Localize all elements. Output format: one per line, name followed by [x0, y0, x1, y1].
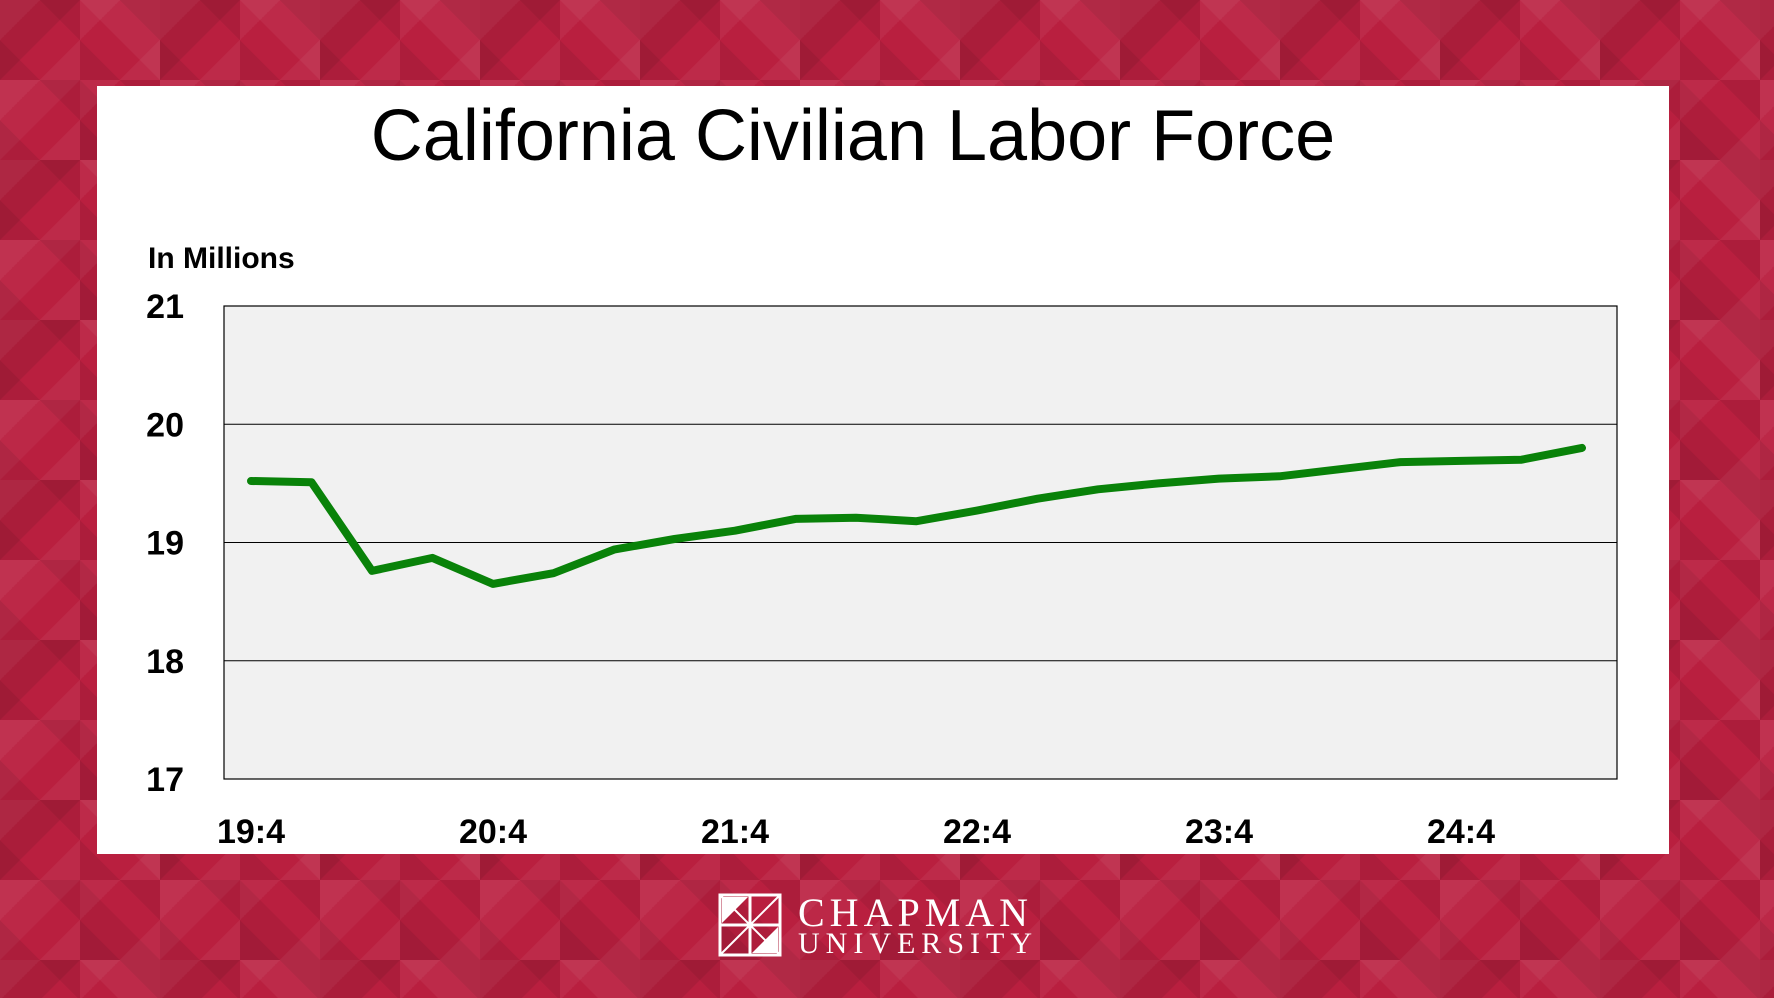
data-point	[1397, 458, 1404, 466]
chart-card: California Civilian Labor Force In Milli…	[97, 86, 1669, 854]
line-chart: California Civilian Labor Force In Milli…	[146, 96, 1618, 851]
data-point	[1155, 479, 1162, 487]
data-point	[550, 569, 557, 577]
chart-title: California Civilian Labor Force	[371, 96, 1335, 176]
logo-text-chapman: CHAPMAN	[798, 890, 1034, 935]
y-tick-label: 18	[146, 643, 184, 681]
data-point	[1276, 472, 1283, 480]
data-point	[1336, 465, 1344, 473]
data-point	[731, 527, 739, 535]
data-point	[429, 554, 436, 562]
chapman-university-logo: CHAPMAN UNIVERSITY	[718, 890, 1058, 960]
y-tick-label: 19	[146, 525, 184, 563]
x-tick-label: 19:4	[217, 813, 285, 851]
data-point	[1518, 456, 1525, 464]
chapman-window-logo-icon	[718, 893, 782, 957]
data-point	[1034, 495, 1041, 503]
y-tick-label: 20	[146, 406, 184, 444]
data-point	[247, 477, 255, 485]
data-point	[368, 567, 376, 575]
data-point	[1215, 475, 1223, 483]
plot-area: 17 18 19 20 21 19:4 20:4 21:4 22:4 23:4 24:4	[146, 288, 1618, 851]
x-tick-label: 23:4	[1185, 813, 1253, 851]
data-point	[913, 517, 920, 525]
x-tick-label: 21:4	[701, 813, 769, 851]
data-point	[1578, 444, 1586, 452]
data-point	[308, 478, 315, 486]
logo-text-university: UNIVERSITY	[798, 927, 1038, 960]
x-tick-label: 24:4	[1427, 813, 1495, 851]
data-point	[1457, 457, 1465, 465]
x-tick-label: 20:4	[459, 813, 527, 851]
data-point	[792, 515, 799, 523]
data-point	[973, 507, 981, 515]
data-point	[671, 535, 678, 543]
data-point	[852, 514, 860, 522]
data-point	[489, 580, 497, 588]
y-axis-label: In Millions	[148, 242, 295, 275]
data-point	[1094, 485, 1102, 493]
data-point	[610, 546, 618, 554]
y-tick-label: 17	[146, 761, 184, 799]
y-tick-label: 21	[146, 288, 184, 326]
x-tick-label: 22:4	[943, 813, 1011, 851]
